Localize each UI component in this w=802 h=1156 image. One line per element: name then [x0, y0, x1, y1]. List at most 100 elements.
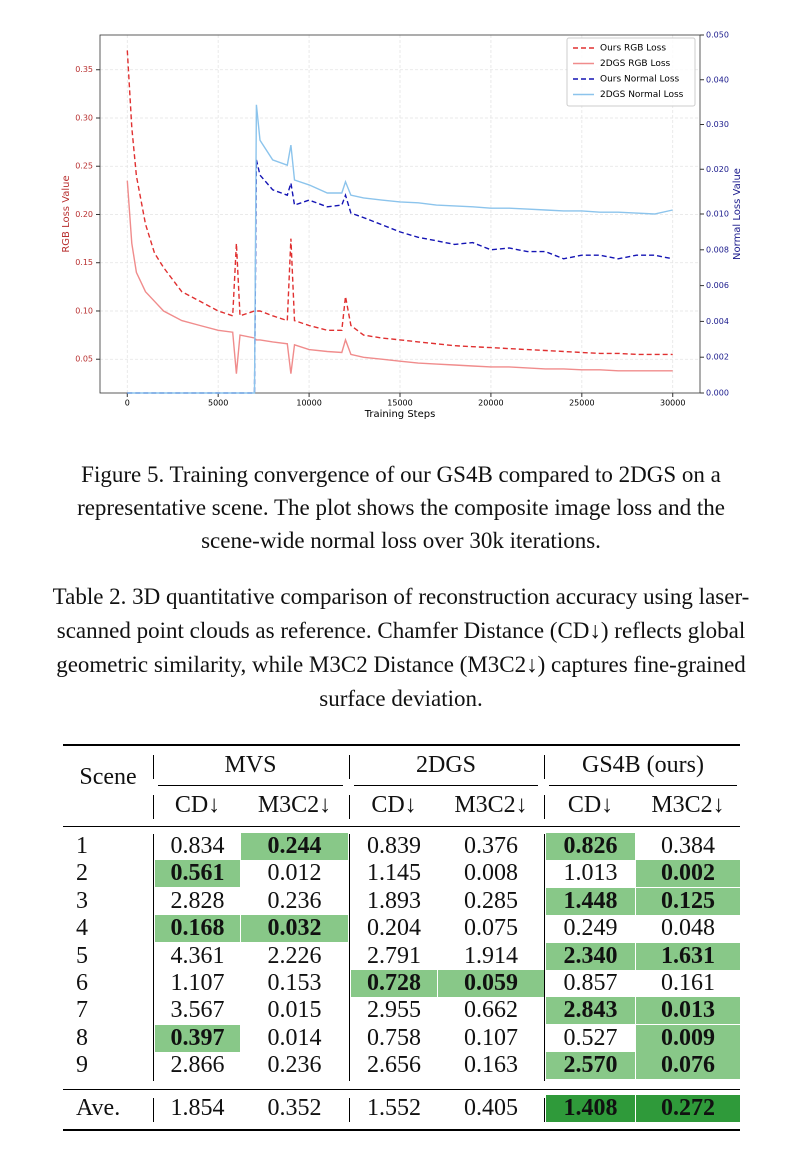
- x-tick-label: 30000: [660, 399, 685, 408]
- y2-tick-label: 0.006: [706, 281, 729, 290]
- cell: 0.161: [661, 970, 715, 996]
- series-line: [127, 104, 673, 394]
- x-tick-label: 25000: [569, 399, 594, 408]
- separator: [544, 1098, 545, 1122]
- cell: 0.075: [464, 915, 518, 942]
- separator: [153, 795, 154, 819]
- cell: 4.361: [170, 942, 225, 969]
- cell: 0.728: [351, 970, 437, 997]
- series-line: [126, 180, 673, 374]
- separator: [349, 795, 350, 819]
- separator: [349, 755, 350, 779]
- legend-label: Ours Normal Loss: [600, 75, 680, 85]
- cell: 0.236: [267, 887, 322, 914]
- cell: 3.567: [170, 997, 225, 1024]
- subheader: M3C2↓: [651, 792, 725, 818]
- scene-cell: 4: [76, 915, 88, 942]
- cell: 0.834: [170, 833, 225, 859]
- cell: 0.015: [267, 997, 322, 1024]
- y2-tick-label: 0.008: [706, 245, 729, 254]
- cell: 0.249: [563, 915, 618, 942]
- cell: 2.828: [170, 887, 225, 914]
- subheader: CD↓: [567, 792, 614, 818]
- subheader: M3C2↓: [257, 792, 332, 818]
- y2-tick-label: 0.020: [706, 165, 729, 174]
- rule: [354, 785, 538, 786]
- cell: 0.012: [267, 860, 322, 887]
- cell: 0.009: [636, 1024, 740, 1052]
- scene-cell: Ave.: [76, 1095, 121, 1121]
- cell: 0.059: [438, 970, 544, 997]
- x-tick-label: 15000: [387, 399, 412, 408]
- y2-tick-label: 0.004: [706, 317, 729, 326]
- scene-cell: 3: [76, 887, 88, 914]
- cell: 0.561: [155, 860, 240, 888]
- x-tick-label: 5000: [208, 399, 228, 408]
- y-axis-label: RGB Loss Value: [61, 175, 72, 252]
- y-tick-label: 0.35: [75, 65, 93, 74]
- y2-tick-label: 0.000: [706, 389, 729, 398]
- legend-label: 2DGS RGB Loss: [600, 59, 671, 69]
- scene-cell: 2: [76, 860, 88, 887]
- separator: [153, 1098, 154, 1122]
- cell: 0.384: [661, 833, 715, 859]
- rule: [63, 1089, 740, 1090]
- y2-tick-label: 0.002: [706, 353, 729, 362]
- separator: [544, 795, 545, 819]
- legend-label: 2DGS Normal Loss: [600, 90, 684, 100]
- cell: 0.272: [636, 1095, 740, 1122]
- cell: 0.163: [464, 1052, 518, 1079]
- x-tick-label: 10000: [296, 399, 321, 408]
- cell: 1.914: [464, 942, 518, 969]
- x-tick-label: 0: [125, 399, 130, 408]
- cell: 0.014: [267, 1024, 322, 1051]
- cell: 0.076: [636, 1052, 740, 1080]
- plot-frame: [99, 34, 701, 394]
- cell: 1.145: [367, 860, 421, 887]
- cell: 0.285: [464, 887, 518, 914]
- rule: [63, 826, 740, 827]
- cell: 0.244: [241, 833, 348, 860]
- cell: 0.008: [464, 860, 518, 887]
- y2-axis-label: Normal Loss Value: [732, 168, 743, 260]
- group-header: 2DGS: [415, 752, 476, 778]
- cell: 0.002: [636, 860, 740, 888]
- cell: 0.153: [267, 970, 322, 996]
- cell: 0.013: [636, 997, 740, 1025]
- cell: 0.662: [464, 997, 518, 1024]
- cell: 2.226: [267, 942, 322, 969]
- chart: Training Steps RGB Loss Value Normal Los…: [61, 31, 743, 421]
- cell: 0.405: [464, 1095, 518, 1121]
- x-axis-label: Training Steps: [364, 409, 436, 420]
- cell: 0.527: [563, 1024, 618, 1051]
- rule: [63, 1129, 740, 1131]
- cell: 0.826: [546, 833, 635, 860]
- cell: 2.843: [546, 997, 635, 1025]
- cell: 0.048: [661, 915, 715, 942]
- y2-tick-label: 0.050: [706, 31, 729, 40]
- cell: 0.168: [155, 915, 240, 943]
- cell: 1.631: [636, 942, 740, 970]
- cell: 0.236: [267, 1052, 322, 1079]
- series-line: [127, 159, 673, 394]
- cell: 0.204: [367, 915, 421, 942]
- y-tick-label: 0.25: [75, 162, 93, 171]
- cell: 0.397: [155, 1024, 240, 1052]
- cell: 0.758: [367, 1024, 421, 1051]
- separator: [349, 834, 350, 1081]
- scene-cell: 9: [76, 1052, 88, 1079]
- cell: 1.854: [170, 1095, 225, 1121]
- rule: [63, 744, 740, 746]
- cell: 1.408: [546, 1095, 635, 1122]
- cell: 2.570: [546, 1052, 635, 1080]
- cell: 1.013: [563, 860, 618, 887]
- scene-cell: 7: [76, 997, 88, 1024]
- y2-tick-label: 0.010: [706, 210, 729, 219]
- rule: [158, 785, 343, 786]
- x-tick-label: 20000: [478, 399, 503, 408]
- cell: 0.032: [241, 915, 348, 943]
- separator: [153, 834, 154, 1081]
- cell: 2.656: [367, 1052, 421, 1079]
- cell: 0.107: [464, 1024, 518, 1051]
